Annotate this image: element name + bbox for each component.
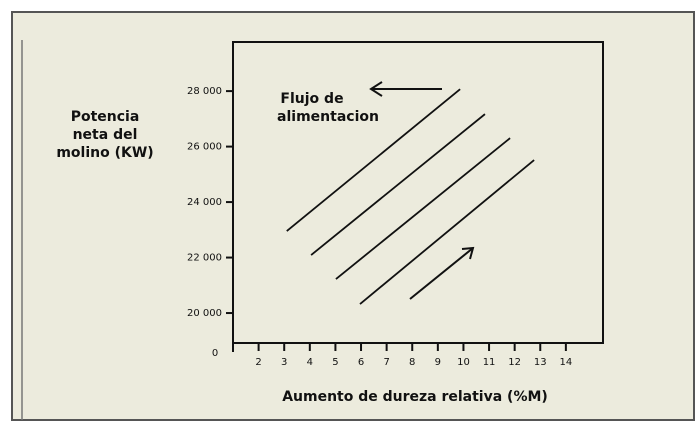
y-tick-label: 20 000 bbox=[187, 308, 222, 319]
x-tick-label: 14 bbox=[560, 357, 573, 368]
x-tick-label: 12 bbox=[508, 357, 521, 368]
x-tick-label: 9 bbox=[435, 357, 441, 368]
x-label: Aumento de dureza relativa (%M) bbox=[282, 389, 548, 405]
frame bbox=[11, 11, 695, 421]
annotation: Flujo de bbox=[280, 91, 343, 107]
y-tick-label: 24 000 bbox=[187, 197, 222, 208]
y-label: Potencia bbox=[71, 109, 140, 125]
x-tick-label: 11 bbox=[483, 357, 496, 368]
x-tick-label: 6 bbox=[358, 357, 364, 368]
x-tick-label: 3 bbox=[281, 357, 287, 368]
annotation: alimentacion bbox=[277, 109, 379, 125]
line bbox=[286, 88, 461, 232]
y-tick-label: 26 000 bbox=[187, 142, 222, 153]
y-label: neta del bbox=[73, 127, 138, 143]
x-tick-label: 5 bbox=[332, 357, 338, 368]
x-tick-label: 13 bbox=[534, 357, 547, 368]
x-tick-label: 10 bbox=[457, 357, 470, 368]
x-tick-label: 8 bbox=[409, 357, 415, 368]
origin-label: 0 bbox=[212, 348, 218, 359]
x-tick-label: 7 bbox=[383, 357, 389, 368]
x-tick-label: 4 bbox=[307, 357, 313, 368]
plot-box bbox=[232, 41, 604, 344]
y-tick-label: 22 000 bbox=[187, 253, 222, 264]
arrow bbox=[369, 81, 475, 300]
line bbox=[310, 113, 486, 256]
y-tick-label: 28 000 bbox=[187, 86, 222, 97]
line bbox=[359, 159, 535, 305]
line bbox=[335, 137, 511, 280]
y-label: molino (KW) bbox=[56, 145, 153, 161]
x-tick-label: 2 bbox=[255, 357, 261, 368]
